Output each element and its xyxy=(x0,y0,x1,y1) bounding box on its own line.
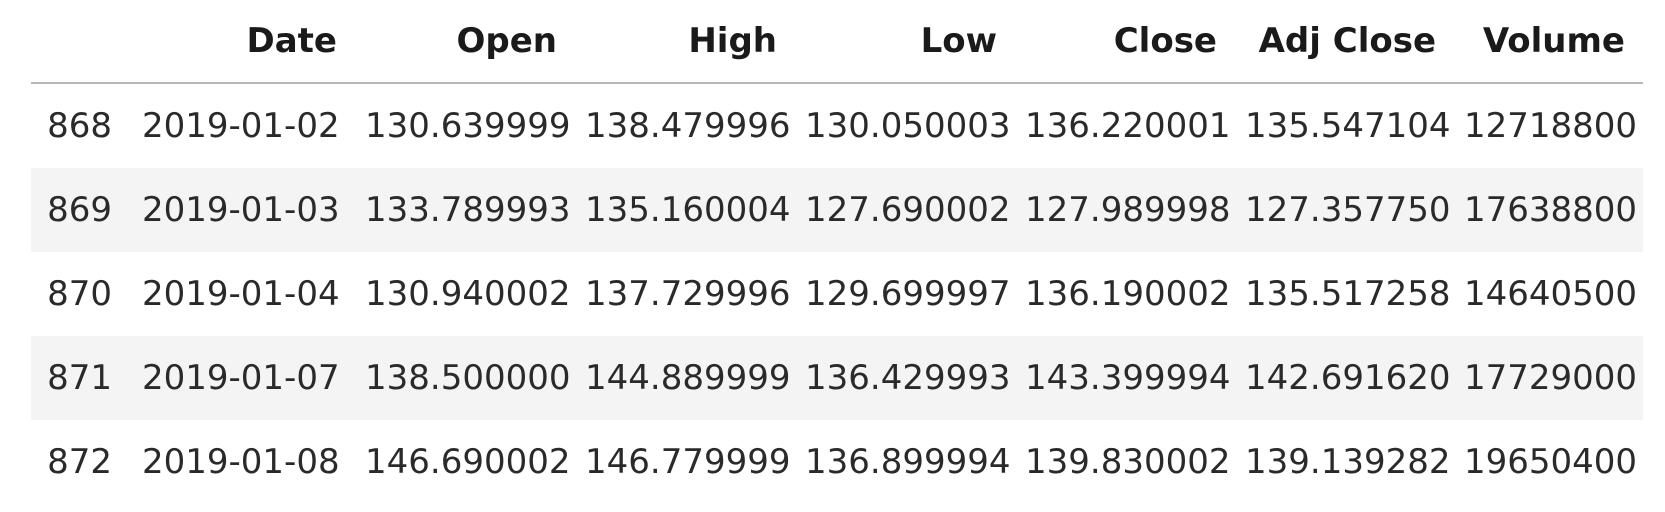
index-header xyxy=(31,0,132,84)
cell-high: 135.160004 xyxy=(575,168,795,252)
cell-low: 130.050003 xyxy=(805,106,1011,146)
cell-low: 136.899994 xyxy=(805,442,1011,482)
row-index: 872 xyxy=(47,442,112,482)
column-header-volume: Volume xyxy=(1454,0,1643,84)
table-row: 871 2019-01-07 138.500000 144.889999 136… xyxy=(31,336,1643,420)
cell-volume: 12718800 xyxy=(1464,106,1638,146)
dataframe-container: Date Open High Low Close Adj Close Volum… xyxy=(31,0,1643,504)
cell-date: 2019-01-08 xyxy=(142,442,340,482)
cell-high: 137.729996 xyxy=(585,274,791,314)
cell-close: 136.190002 xyxy=(1025,274,1231,314)
table-row: 870 2019-01-04 130.940002 137.729996 129… xyxy=(31,252,1643,336)
cell-high: 138.479996 xyxy=(585,106,791,146)
stock-price-table: Date Open High Low Close Adj Close Volum… xyxy=(31,0,1643,504)
cell-open: 130.940002 xyxy=(365,274,571,314)
cell-volume: 14640500 xyxy=(1464,274,1638,314)
cell-volume: 19650400 xyxy=(1464,442,1638,482)
cell-open: 146.690002 xyxy=(365,442,571,482)
cell-low: 129.699997 xyxy=(805,274,1011,314)
cell-low: 136.429993 xyxy=(795,336,1015,420)
cell-close: 136.220001 xyxy=(1025,106,1231,146)
cell-high: 144.889999 xyxy=(575,336,795,420)
row-index: 868 xyxy=(47,106,112,146)
cell-high: 146.779999 xyxy=(585,442,791,482)
row-index: 870 xyxy=(47,274,112,314)
column-header-open: Open xyxy=(355,0,575,84)
column-header-date: Date xyxy=(132,0,355,84)
column-header-close: Close xyxy=(1015,0,1235,84)
cell-close: 127.989998 xyxy=(1015,168,1235,252)
cell-adj-close: 135.517258 xyxy=(1245,274,1451,314)
cell-adj-close: 139.139282 xyxy=(1245,442,1451,482)
cell-date: 2019-01-03 xyxy=(132,168,355,252)
cell-date: 2019-01-07 xyxy=(132,336,355,420)
cell-date: 2019-01-04 xyxy=(142,274,340,314)
cell-open: 130.639999 xyxy=(365,106,571,146)
column-header-high: High xyxy=(575,0,795,84)
row-index: 871 xyxy=(31,336,132,420)
table-row: 868 2019-01-02 130.639999 138.479996 130… xyxy=(31,83,1643,168)
cell-volume: 17638800 xyxy=(1454,168,1643,252)
table-row: 872 2019-01-08 146.690002 146.779999 136… xyxy=(31,420,1643,504)
cell-adj-close: 135.547104 xyxy=(1245,106,1451,146)
cell-open: 133.789993 xyxy=(355,168,575,252)
cell-open: 138.500000 xyxy=(355,336,575,420)
cell-close: 139.830002 xyxy=(1025,442,1231,482)
cell-volume: 17729000 xyxy=(1454,336,1643,420)
cell-date: 2019-01-02 xyxy=(142,106,340,146)
cell-adj-close: 142.691620 xyxy=(1235,336,1454,420)
table-row: 869 2019-01-03 133.789993 135.160004 127… xyxy=(31,168,1643,252)
cell-adj-close: 127.357750 xyxy=(1235,168,1454,252)
column-header-low: Low xyxy=(795,0,1015,84)
column-header-adj-close: Adj Close xyxy=(1235,0,1454,84)
header-row: Date Open High Low Close Adj Close Volum… xyxy=(31,0,1643,84)
row-index: 869 xyxy=(31,168,132,252)
cell-close: 143.399994 xyxy=(1015,336,1235,420)
cell-low: 127.690002 xyxy=(795,168,1015,252)
